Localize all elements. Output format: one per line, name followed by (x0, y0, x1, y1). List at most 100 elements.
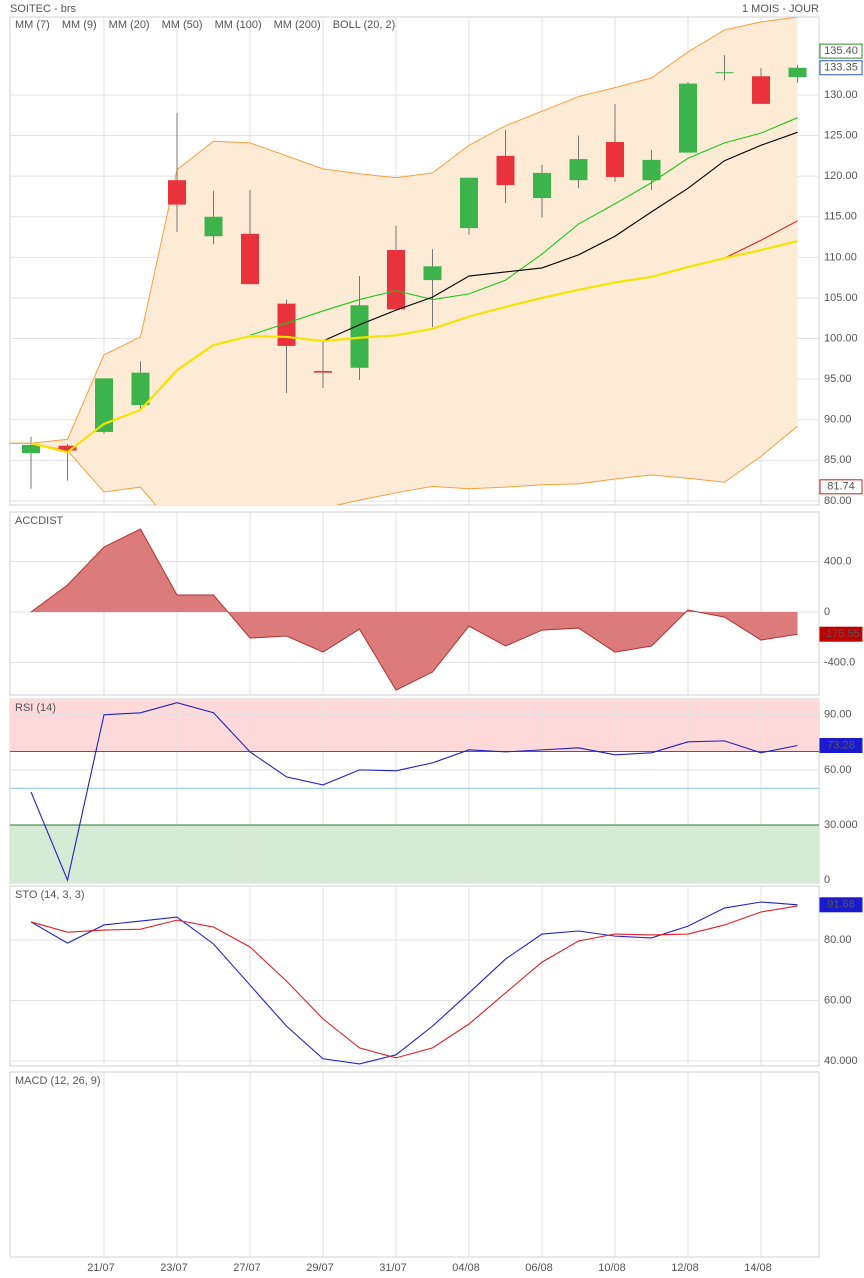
x-tick-label: 23/07 (160, 1262, 188, 1274)
indicator-line (30, 901, 798, 1065)
value-box (819, 737, 863, 753)
value-box-label: 81.74 (827, 481, 855, 493)
value-box (819, 43, 863, 59)
candle-body (715, 72, 734, 74)
value-box (819, 626, 863, 642)
candle-body (679, 83, 697, 153)
y-tick-label: 60.00 (824, 764, 852, 776)
y-tick-label: 95.00 (824, 373, 852, 385)
panel (10, 512, 819, 695)
bollinger-upper (10, 17, 798, 444)
value-box-label: -175.55 (822, 628, 859, 640)
panel-frame (9, 1071, 820, 1258)
candle-body (533, 172, 551, 199)
y-tick-label: 105.00 (824, 292, 858, 304)
chart-title: SOITEC - brs (10, 3, 77, 15)
y-tick-label: 60.00 (824, 994, 852, 1006)
candle-body (423, 266, 442, 281)
area-fill (31, 529, 798, 691)
legend-entry: MM (50) (162, 19, 203, 31)
candle-body (168, 180, 186, 205)
x-tick-label: 14/08 (744, 1262, 772, 1274)
y-tick-label: 80.00 (824, 934, 852, 946)
area-line (30, 528, 798, 691)
candle-body (204, 216, 223, 237)
y-tick-label: 120.00 (824, 170, 858, 182)
panel (10, 17, 819, 505)
panel-title: STO (14, 3, 3) (15, 889, 85, 901)
legend-entry: MM (200) (274, 19, 321, 31)
y-tick-label: 85.00 (824, 454, 852, 466)
candle-body (58, 445, 77, 451)
candle-body (569, 159, 588, 181)
panel (10, 699, 819, 883)
indicator-line (30, 905, 798, 1059)
value-box-label: 73.28 (827, 739, 855, 751)
candle-body (22, 444, 40, 454)
value-box (819, 479, 863, 495)
oversold-zone (10, 824, 819, 883)
candle-body (387, 250, 405, 310)
y-tick-label: 90.00 (824, 709, 852, 721)
x-tick-label: 29/07 (306, 1262, 334, 1274)
candle-body (752, 76, 770, 104)
legend-entry: MM (20) (109, 19, 150, 31)
candle-body (788, 67, 807, 78)
panel (10, 886, 819, 1066)
y-tick-label: -400.0 (824, 656, 855, 668)
moving-average (322, 131, 798, 342)
y-tick-label: 0 (824, 874, 830, 886)
value-box (819, 60, 863, 76)
y-tick-label: 110.00 (824, 251, 857, 263)
candle-body (496, 155, 515, 186)
y-tick-label: 0 (824, 606, 830, 618)
x-tick-label: 10/08 (598, 1262, 626, 1274)
candle-body (606, 142, 624, 177)
chart-subtitle: 1 MOIS - JOUR (742, 3, 819, 15)
y-tick-label: 90.00 (824, 414, 852, 426)
legend-entry: MM (9) (62, 19, 97, 31)
legend-entry: MM (100) (215, 19, 262, 31)
panel (103, 1072, 762, 1257)
x-tick-label: 21/07 (87, 1262, 115, 1274)
value-box-label: 135.40 (824, 45, 858, 57)
panel-title: RSI (14) (15, 702, 56, 714)
y-tick-label: 100.00 (824, 332, 858, 344)
candle-body (460, 177, 478, 229)
panel-frame (9, 885, 820, 1067)
y-tick-label: 80.00 (824, 495, 852, 507)
legend-entry: BOLL (20, 2) (333, 19, 396, 31)
moving-average (30, 240, 798, 454)
value-box (819, 897, 863, 913)
y-tick-label: 400.0 (824, 555, 852, 567)
x-tick-label: 27/07 (233, 1262, 261, 1274)
y-tick-label: 40.000 (824, 1055, 858, 1067)
legend-entry: MM (7) (15, 19, 50, 31)
candle-body (241, 233, 259, 285)
candle-body (350, 305, 369, 368)
y-tick-label: 130.00 (824, 89, 858, 101)
y-tick-label: 30.000 (824, 819, 858, 831)
x-tick-label: 12/08 (671, 1262, 699, 1274)
indicator-line (30, 702, 798, 882)
candle-body (314, 371, 332, 373)
y-tick-label: 125.00 (824, 129, 858, 141)
moving-average (724, 220, 798, 259)
candle-body (95, 378, 113, 432)
panel-title: ACCDIST (15, 515, 64, 527)
candle-body (642, 159, 661, 181)
overbought-zone (10, 699, 819, 752)
bollinger-lower (10, 425, 798, 505)
value-box-label: 91.68 (827, 899, 855, 911)
panel-title: MACD (12, 26, 9) (15, 1075, 101, 1087)
x-tick-label: 06/08 (525, 1262, 553, 1274)
value-box-label: 133.35 (824, 62, 858, 74)
candle-body (277, 303, 296, 346)
x-tick-label: 31/07 (379, 1262, 407, 1274)
x-tick-label: 04/08 (452, 1262, 480, 1274)
y-tick-label: 115.00 (824, 211, 857, 223)
candle-body (131, 372, 150, 406)
moving-average (249, 117, 798, 336)
